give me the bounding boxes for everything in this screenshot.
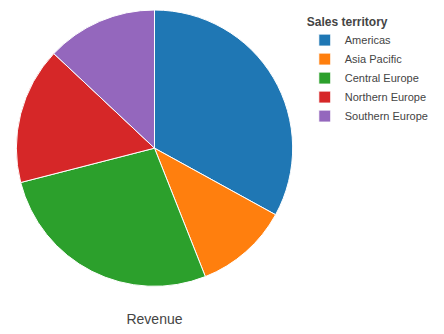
- svg-text:Americas: Americas: [345, 34, 391, 46]
- svg-text:Northern Europe: Northern Europe: [345, 91, 426, 103]
- svg-text:Central Europe: Central Europe: [345, 72, 419, 84]
- svg-text:Sales territory: Sales territory: [307, 15, 388, 29]
- svg-text:Asia Pacific: Asia Pacific: [345, 53, 402, 65]
- svg-text:Southern Europe: Southern Europe: [345, 110, 428, 122]
- svg-text:Revenue: Revenue: [126, 311, 182, 327]
